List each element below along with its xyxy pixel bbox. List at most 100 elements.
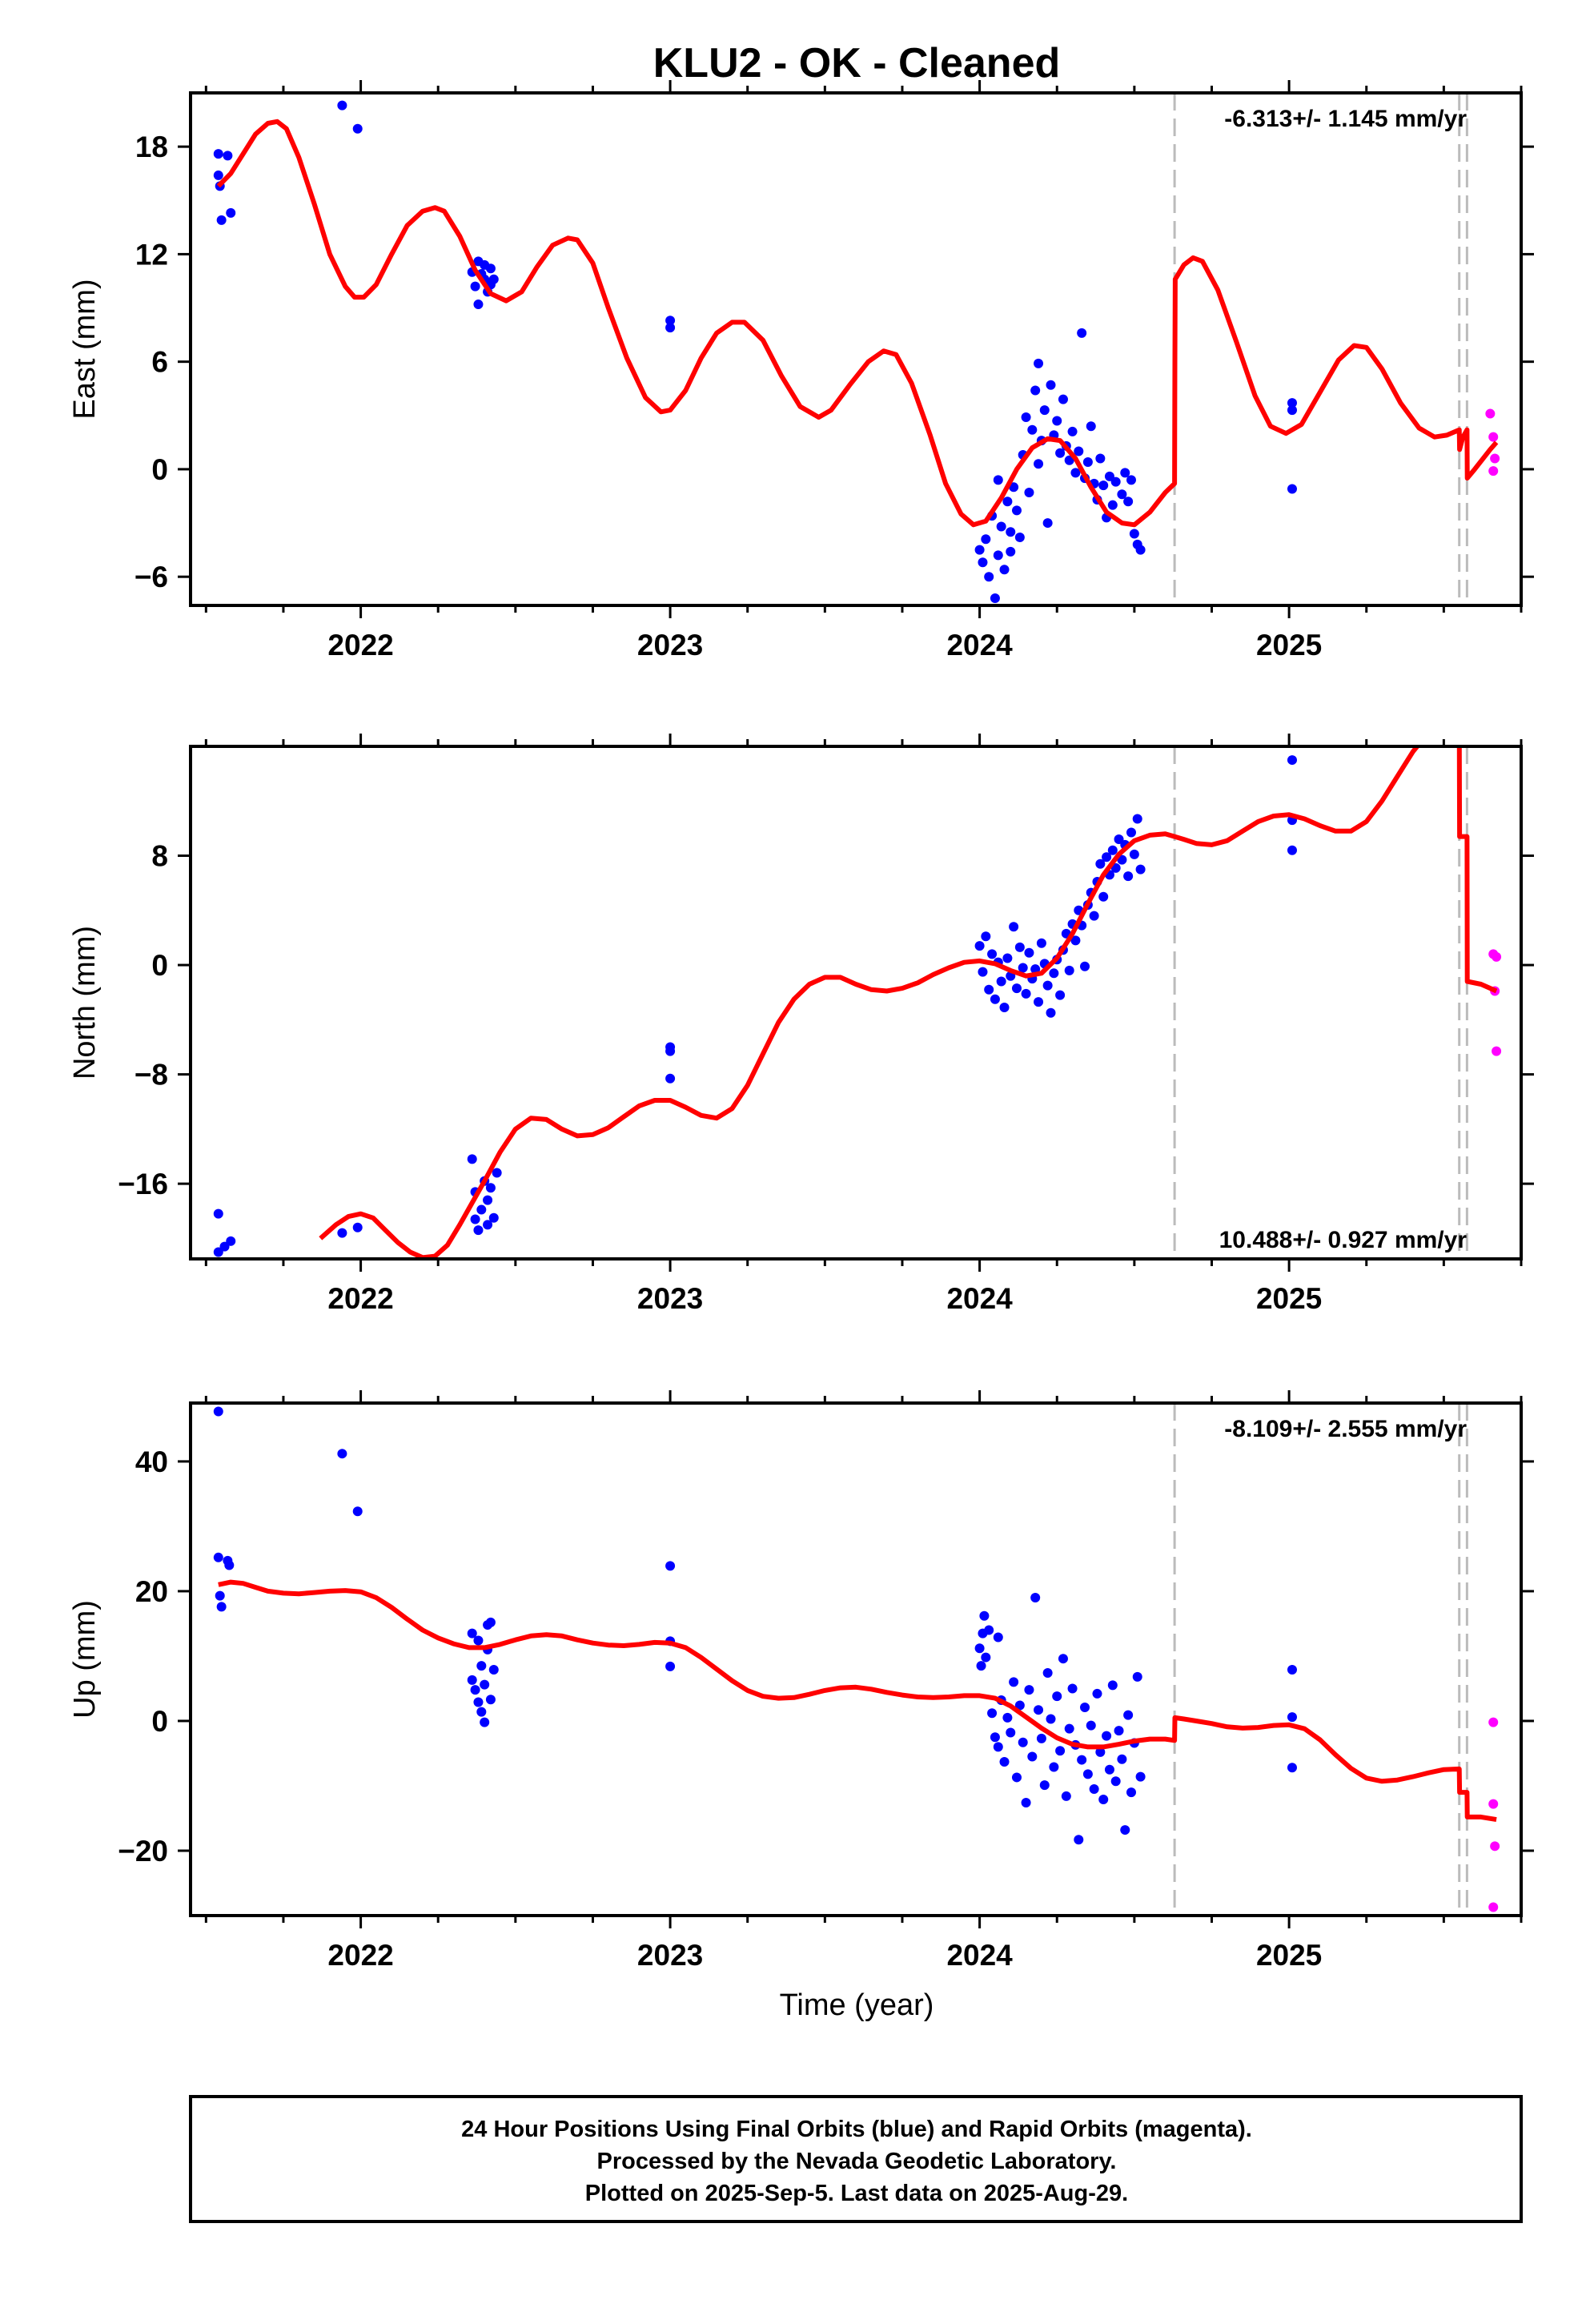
- east-y-tick-label: 12: [135, 238, 168, 271]
- east-final-point: [1055, 448, 1066, 458]
- east-y-tick-label: 6: [151, 346, 168, 379]
- north-final-point: [1126, 827, 1136, 838]
- up-final-point: [473, 1635, 484, 1646]
- east-rapid-point: [1488, 432, 1499, 442]
- up-x-tick-label: 2022: [327, 1939, 393, 1972]
- east-final-point: [1098, 480, 1109, 491]
- north-x-tick-label: 2024: [946, 1282, 1013, 1315]
- north-y-tick-label: −16: [118, 1168, 168, 1200]
- north-final-point: [213, 1247, 223, 1257]
- up-final-point: [1110, 1776, 1121, 1787]
- up-final-point: [1114, 1726, 1124, 1736]
- east-final-point: [1034, 459, 1044, 469]
- up-rapid-point: [1488, 1799, 1499, 1809]
- north-final-point: [1107, 845, 1118, 855]
- up-final-point: [1052, 1691, 1062, 1702]
- north-final-point: [1024, 947, 1034, 958]
- east-final-point: [1027, 424, 1038, 435]
- up-final-point: [213, 1552, 223, 1562]
- north-y-tick-label: 0: [151, 949, 168, 982]
- up-final-point: [981, 1652, 991, 1663]
- up-y-tick-label: 20: [135, 1575, 168, 1608]
- up-final-point: [488, 1664, 499, 1675]
- north-final-point: [974, 941, 985, 951]
- up-y-tick-label: 0: [151, 1705, 168, 1738]
- north-rate-label: 10.488+/- 0.927 mm/yr: [1219, 1227, 1468, 1253]
- north-frame: [189, 745, 1523, 1261]
- up-final-point: [476, 1661, 487, 1671]
- east-final-point: [1039, 405, 1050, 416]
- north-final-point: [1070, 935, 1081, 946]
- north-final-point: [226, 1236, 236, 1246]
- up-final-point: [467, 1628, 477, 1638]
- footer-box: 24 Hour Positions Using Final Orbits (bl…: [189, 2095, 1523, 2223]
- north-final-point: [219, 1241, 230, 1252]
- up-final-point: [1030, 1593, 1041, 1603]
- up-final-point: [1077, 1755, 1087, 1765]
- north-x-tick-label: 2022: [327, 1282, 393, 1315]
- east-final-point: [1009, 482, 1019, 493]
- up-final-point: [1102, 1731, 1112, 1741]
- east-final-point: [470, 281, 480, 292]
- east-y-tick-label: −6: [135, 561, 168, 593]
- north-final-point: [1098, 891, 1109, 902]
- north-rapid-point: [1492, 951, 1502, 962]
- north-y-tick-label: 8: [151, 840, 168, 873]
- north-final-point: [467, 1154, 477, 1164]
- footer-line-3: Plotted on 2025-Sep-5. Last data on 2025…: [585, 2181, 1128, 2206]
- east-final-point: [213, 170, 223, 180]
- up-final-point: [1049, 1762, 1059, 1772]
- up-final-point: [215, 1590, 225, 1601]
- x-axis-label: Time (year): [780, 1988, 934, 2022]
- up-final-point: [1089, 1784, 1099, 1795]
- up-final-point: [467, 1675, 477, 1685]
- north-rapid-point: [1492, 1046, 1502, 1056]
- north-model-line: [319, 746, 1498, 1259]
- up-final-point: [1002, 1712, 1013, 1723]
- up-final-point: [1082, 1769, 1093, 1779]
- east-final-point: [1126, 475, 1136, 485]
- up-final-point: [337, 1449, 347, 1459]
- up-final-point: [213, 1406, 223, 1417]
- up-final-point: [974, 1643, 985, 1654]
- east-final-point: [1052, 416, 1062, 426]
- up-final-point: [987, 1708, 998, 1719]
- north-final-point: [1123, 871, 1134, 882]
- up-y-axis-label: Up (mm): [68, 1600, 102, 1719]
- up-final-point: [1126, 1787, 1136, 1798]
- north-final-point: [1287, 755, 1297, 766]
- north-final-point: [1046, 1007, 1056, 1018]
- up-final-point: [1104, 1764, 1114, 1775]
- north-final-point: [1055, 990, 1066, 1000]
- east-final-point: [1067, 426, 1078, 436]
- north-plot-area: [213, 746, 1502, 1259]
- north-final-point: [1129, 849, 1139, 859]
- north-panel: 2022 2023 2024 2025 −16 −8 0 8 North (mm) 10.488+…: [68, 734, 1534, 1315]
- up-final-point: [485, 1617, 496, 1627]
- east-rapid-point: [1488, 466, 1499, 476]
- north-final-point: [1110, 862, 1121, 873]
- east-final-point: [1082, 456, 1093, 467]
- east-x-tick-label: 2024: [946, 629, 1013, 661]
- up-final-point: [976, 1661, 986, 1671]
- up-final-point: [993, 1632, 1003, 1642]
- east-x-tick-label: 2025: [1256, 629, 1322, 661]
- up-final-point: [1014, 1700, 1025, 1711]
- east-final-point: [1021, 412, 1031, 423]
- north-final-point: [485, 1183, 496, 1193]
- up-final-point: [1058, 1654, 1068, 1664]
- east-final-point: [488, 274, 499, 284]
- east-rapid-point: [1490, 453, 1500, 464]
- east-y-axis-label: East (mm): [68, 279, 102, 419]
- north-final-point: [665, 1073, 676, 1084]
- north-final-point: [1021, 988, 1031, 999]
- up-final-point: [352, 1506, 363, 1517]
- up-final-point: [1064, 1723, 1074, 1734]
- up-panel: 2022 2023 2024 2025 −20 0 20 40 Up (mm) -8.109+/-…: [68, 1390, 1534, 1972]
- north-final-point: [1014, 942, 1025, 952]
- up-x-tick-label: 2023: [637, 1939, 703, 1972]
- up-final-point: [1135, 1771, 1146, 1782]
- east-y-tick-label: 18: [135, 131, 168, 163]
- east-panel: 2022 2023 2024 2025 −6 0 6 12 18 East (mm) -6.313+…: [68, 80, 1534, 661]
- north-final-point: [999, 1002, 1010, 1012]
